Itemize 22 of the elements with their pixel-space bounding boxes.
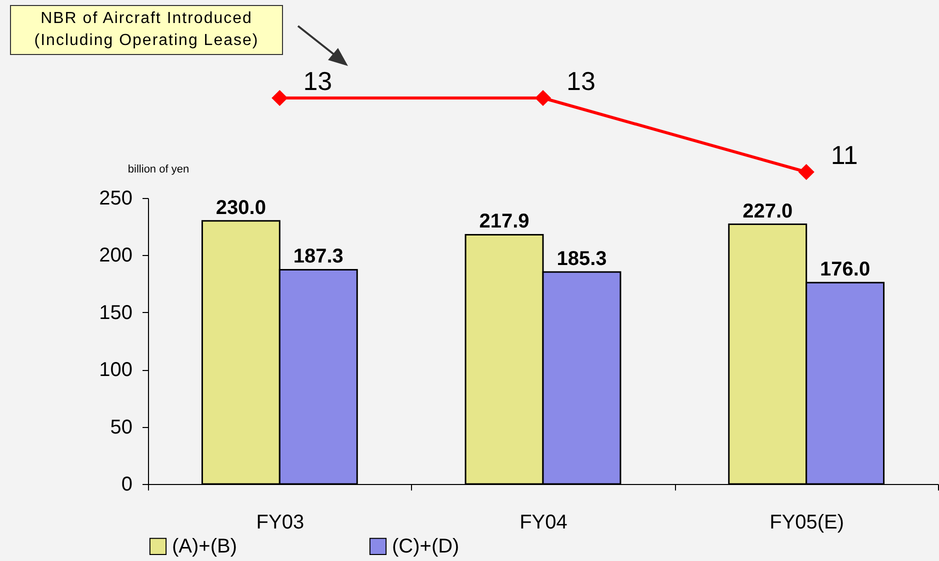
legend-label: (A)+(B) (172, 535, 237, 558)
data-label: 13 (303, 66, 332, 96)
data-label: 185.3 (556, 248, 607, 270)
data-label: 11 (830, 140, 858, 170)
legend-label: (C)+(D) (392, 535, 460, 558)
y-tick-label: 250 (99, 188, 132, 210)
text: NBR of Aircraft Introduced (Including Operating Lease) (10, 5, 283, 55)
x-tick-label: FY03 (256, 512, 304, 534)
x-tick-label: FY05(E) (770, 512, 844, 534)
data-label: 230.0 (216, 196, 266, 219)
y-axis-title: billion of yen (128, 164, 190, 176)
y-tick-label: 100 (99, 359, 132, 382)
data-label: 13 (566, 66, 596, 96)
data-label: 176.0 (820, 258, 870, 281)
data-label: 187.3 (293, 246, 344, 268)
data-label: 217.9 (479, 210, 530, 233)
y-tick-label: 0 (121, 474, 132, 496)
y-tick-label: 200 (99, 244, 132, 267)
data-label: 227.0 (742, 200, 793, 222)
y-tick-label: 150 (99, 302, 132, 324)
x-tick-label: FY04 (520, 512, 568, 534)
y-tick-label: 50 (110, 416, 132, 438)
